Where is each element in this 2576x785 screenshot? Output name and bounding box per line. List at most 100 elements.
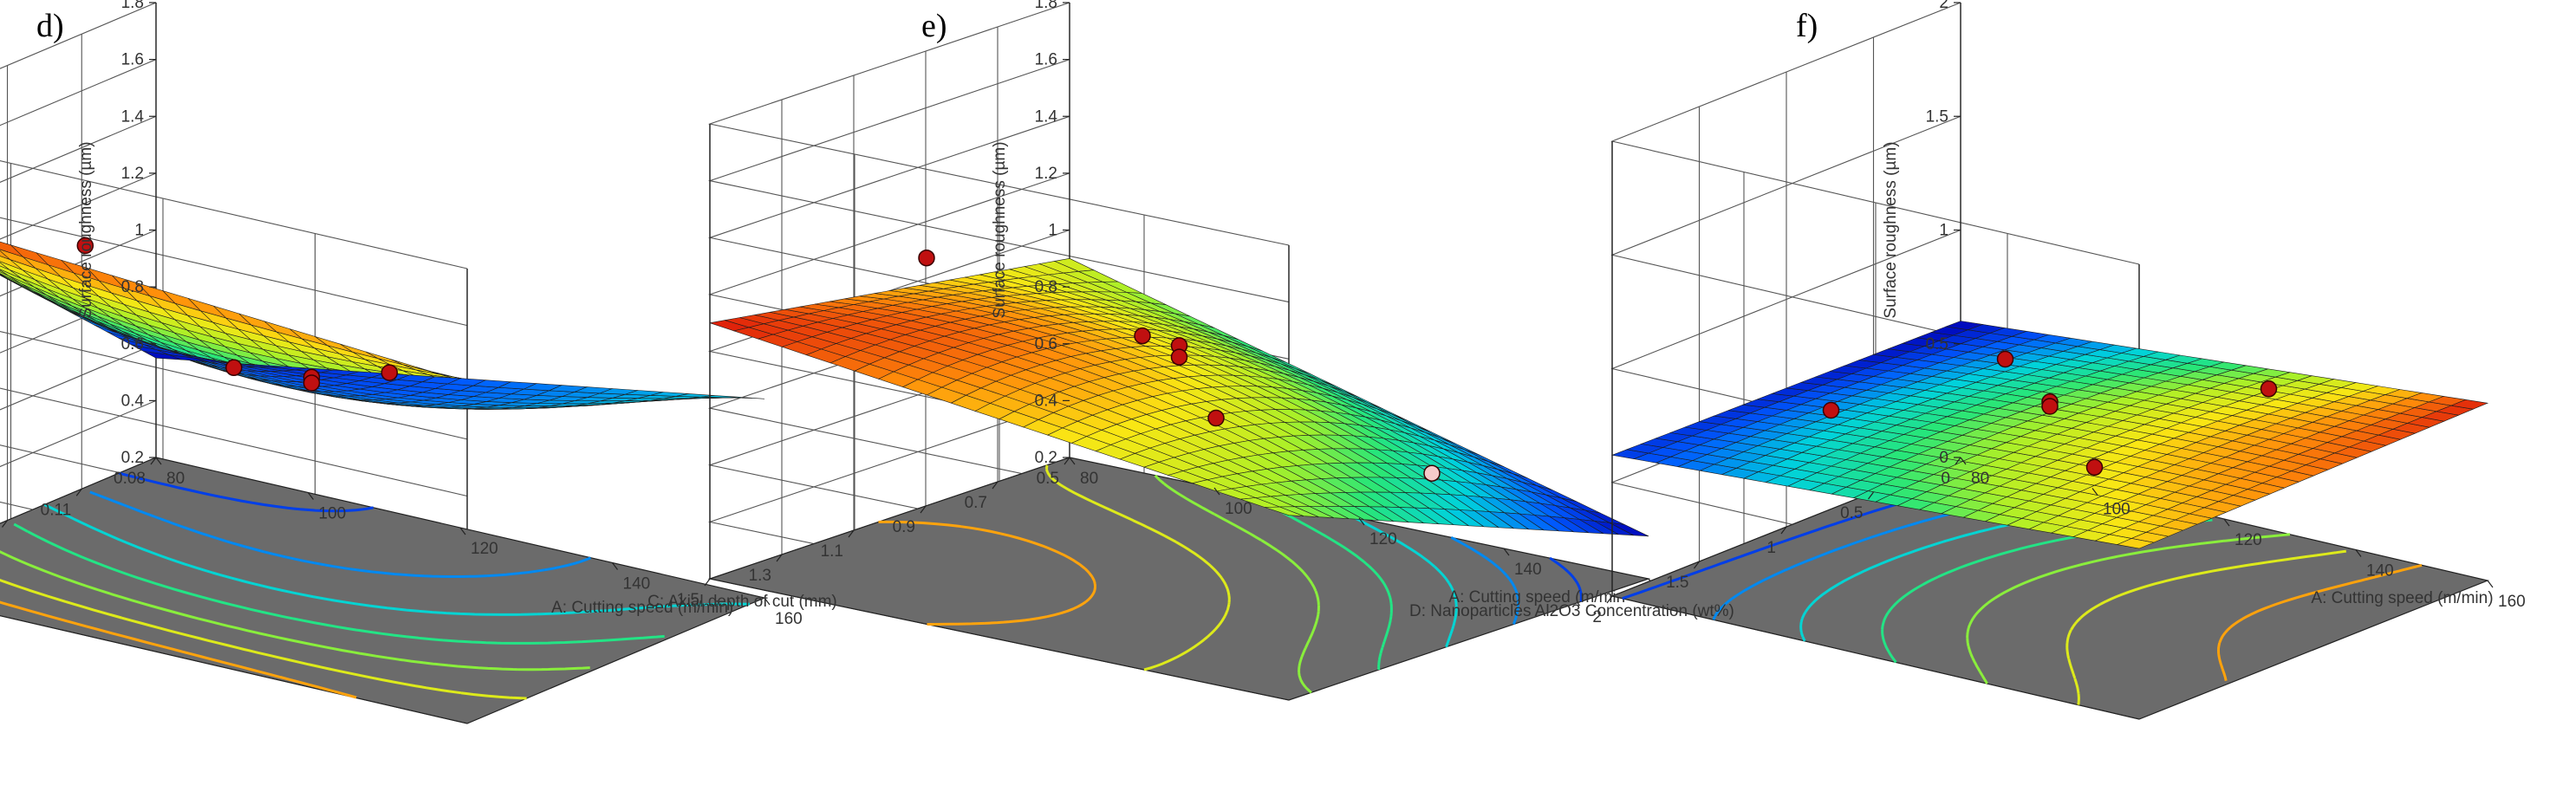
contour-line	[878, 520, 1096, 626]
contour-line	[1045, 464, 1231, 671]
contour-line	[1549, 556, 1583, 602]
y-axis-title: D: Nanoparticles Al2O3 Concentration (wt…	[1409, 602, 1734, 620]
z-axis-title: Surface roughness (µm)	[1882, 141, 1900, 318]
response-surface	[0, 241, 765, 410]
x-tick-mark	[612, 562, 618, 570]
y-tick-mark	[1064, 457, 1070, 465]
z-grid-line	[0, 2, 468, 269]
y-tick-label: 1.5	[1666, 574, 1688, 592]
y-tick-mark	[1780, 526, 1787, 535]
design-point	[381, 364, 399, 381]
y-tick-label: 2	[1592, 608, 1602, 626]
x-tick-mark	[1960, 457, 1967, 465]
x-tick-label: 80	[166, 470, 185, 488]
z-tick-label: 2	[1939, 0, 1948, 12]
y-tick-label: 1.3	[749, 567, 771, 585]
z-tick-label: 1	[1048, 222, 1057, 240]
axes: 0.2 0.4 0.6 0.8 1 1.2 1.4 1.6 1.8 80 100 120 140 160 0…	[2, 0, 803, 628]
design-point	[1207, 409, 1225, 427]
z-tick-label: 1.8	[1035, 0, 1057, 12]
x-tick-label: 140	[2366, 562, 2394, 581]
x-tick-mark	[764, 597, 771, 606]
contour-line	[0, 550, 590, 671]
contour-line	[118, 471, 374, 513]
z-axis-title: Surface roughness (µm)	[77, 141, 95, 318]
y-tick-label: 0.9	[893, 518, 915, 536]
x-tick-label: 140	[1514, 561, 1542, 579]
y-tick-label: 0.7	[965, 494, 987, 512]
y-tick-mark	[1694, 561, 1700, 569]
design-point	[302, 374, 321, 392]
x-tick-mark	[1358, 517, 1365, 526]
panel-label: e)	[921, 8, 947, 44]
y-axis-title: C: Axial depth of cut (mm)	[647, 593, 837, 611]
z-tick-label: 0.8	[1035, 278, 1057, 296]
floor-contour-plane	[707, 457, 1651, 701]
z-tick-label: 1.5	[1926, 107, 1948, 126]
y-tick-mark	[776, 554, 783, 562]
contour-line	[0, 578, 527, 700]
design-point	[1822, 401, 1840, 419]
y-tick-label: 0	[1941, 470, 1950, 488]
x-tick-label: 160	[775, 610, 803, 628]
x-tick-mark	[308, 492, 314, 500]
design-point	[1134, 327, 1151, 345]
x-tick-label: 120	[471, 540, 498, 558]
x-tick-mark	[2355, 549, 2362, 557]
z-tick-label: 1.2	[121, 165, 144, 183]
z-tick-label: 0.5	[1926, 335, 1948, 354]
x-tick-mark	[2091, 488, 2098, 496]
z-tick-label: 0.2	[121, 449, 144, 467]
z-grid-line	[0, 59, 468, 327]
design-points	[918, 249, 1441, 482]
design-point	[76, 237, 94, 255]
y-tick-mark	[848, 529, 855, 538]
x-tick-mark	[2223, 518, 2230, 527]
design-point	[225, 359, 243, 377]
floor-plane	[0, 457, 766, 724]
panel-d: 0.2 0.4 0.6 0.8 1 1.2 1.4 1.6 1.8 80 100 120 140 160 0…	[0, 0, 803, 724]
x-tick-mark	[1213, 487, 1220, 496]
contour-line	[1450, 535, 1520, 625]
design-point	[1423, 464, 1441, 482]
y-tick-label: 0.5	[1037, 470, 1059, 488]
z-tick-label: 1	[134, 222, 144, 240]
x-tick-mark	[2487, 580, 2494, 588]
z-tick-label: 1.4	[1035, 107, 1058, 126]
y-tick-label: 1.5	[677, 591, 699, 609]
contour-line	[89, 490, 591, 578]
design-points	[76, 237, 399, 392]
z-tick-label: 0.6	[121, 335, 144, 354]
x-tick-mark	[1503, 548, 1510, 556]
y-tick-label: 0.5	[1840, 504, 1863, 522]
z-tick-label: 1.6	[1035, 51, 1057, 69]
floor-plane	[1610, 457, 2489, 720]
x-tick-mark	[1069, 457, 1076, 465]
y-tick-label: 0.11	[41, 501, 72, 519]
y-tick-mark	[1606, 595, 1613, 604]
response-surface	[709, 257, 1649, 537]
x-tick-label: 120	[1369, 530, 1397, 548]
x-tick-label: 120	[2234, 531, 2262, 549]
contour-line	[1966, 533, 2291, 684]
x-axis-title: A: Cutting speed (m/min)	[2311, 589, 2493, 607]
y-tick-mark	[920, 505, 927, 514]
y-tick-label: 1	[1766, 539, 1776, 557]
x-tick-label: 140	[623, 575, 651, 594]
contour-line	[2065, 549, 2347, 705]
y-tick-mark	[75, 488, 82, 496]
z-tick-label: 0	[1939, 449, 1948, 467]
y-tick-mark	[704, 578, 711, 587]
z-tick-label: 1.6	[121, 51, 144, 69]
floor-contour-plane	[0, 457, 766, 724]
design-point	[1170, 348, 1188, 366]
x-tick-mark	[459, 527, 466, 535]
contour-line	[13, 522, 665, 645]
panel-label: d)	[36, 8, 64, 44]
y-tick-label: 1.1	[821, 542, 843, 561]
z-tick-label: 0.4	[121, 392, 145, 410]
design-point	[918, 249, 935, 267]
design-point	[1996, 350, 2014, 368]
response-surface	[1610, 321, 2489, 549]
